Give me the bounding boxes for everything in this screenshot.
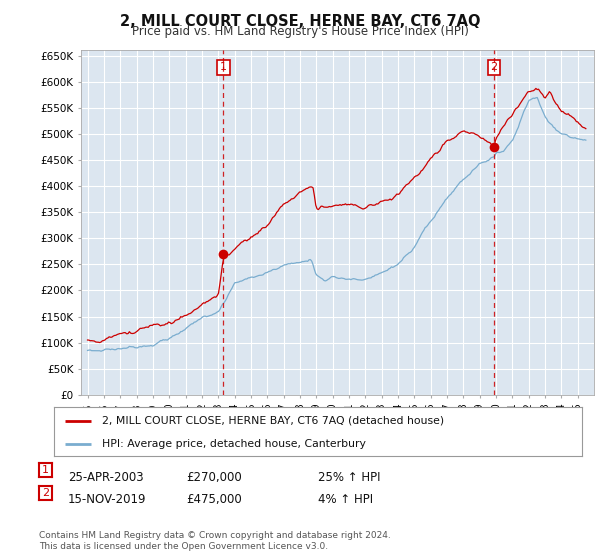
Text: This data is licensed under the Open Government Licence v3.0.: This data is licensed under the Open Gov… bbox=[39, 542, 328, 550]
Text: 2, MILL COURT CLOSE, HERNE BAY, CT6 7AQ (detached house): 2, MILL COURT CLOSE, HERNE BAY, CT6 7AQ … bbox=[101, 416, 443, 426]
Text: 4% ↑ HPI: 4% ↑ HPI bbox=[318, 493, 373, 506]
Text: HPI: Average price, detached house, Canterbury: HPI: Average price, detached house, Cant… bbox=[101, 439, 365, 449]
Text: Price paid vs. HM Land Registry's House Price Index (HPI): Price paid vs. HM Land Registry's House … bbox=[131, 25, 469, 38]
Text: 1: 1 bbox=[42, 465, 49, 475]
Text: 2, MILL COURT CLOSE, HERNE BAY, CT6 7AQ: 2, MILL COURT CLOSE, HERNE BAY, CT6 7AQ bbox=[120, 14, 480, 29]
Text: 25% ↑ HPI: 25% ↑ HPI bbox=[318, 470, 380, 484]
Text: £475,000: £475,000 bbox=[186, 493, 242, 506]
Text: 2: 2 bbox=[42, 488, 49, 497]
Text: 2: 2 bbox=[490, 63, 497, 72]
Text: £270,000: £270,000 bbox=[186, 470, 242, 484]
Text: Contains HM Land Registry data © Crown copyright and database right 2024.: Contains HM Land Registry data © Crown c… bbox=[39, 531, 391, 540]
Text: 1: 1 bbox=[220, 63, 227, 72]
Text: 15-NOV-2019: 15-NOV-2019 bbox=[68, 493, 146, 506]
Text: 25-APR-2003: 25-APR-2003 bbox=[68, 470, 143, 484]
